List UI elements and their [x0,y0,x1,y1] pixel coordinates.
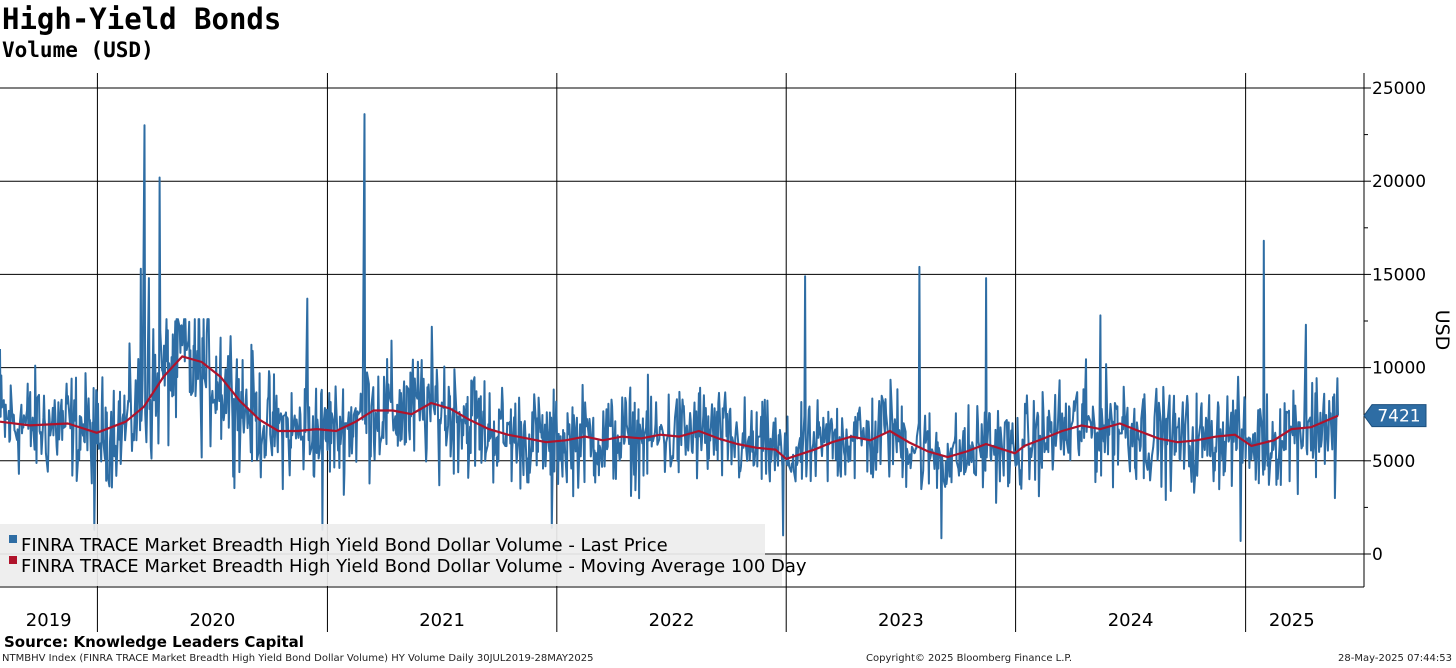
chart-subtitle: Volume (USD) [2,38,154,62]
last-value-tag-shape [1363,404,1427,428]
legend-box-extension [765,555,782,586]
y-tick-label: 10000 [1372,359,1426,379]
footer-timestamp: 28-May-2025 07:44:53 [1338,653,1452,664]
x-tick-label: 2023 [878,610,924,631]
legend-swatch-last-price [9,535,17,543]
legend-box [0,524,765,586]
x-tick-label: 2019 [26,610,72,631]
legend-swatch-moving-average [9,556,17,564]
axis-layer: 0 5000 10000 15000 20000 25000 USD 2019 2020 2021… [0,73,1453,631]
last-value-tag: 7421 [1363,404,1427,428]
x-tick-label: 2022 [649,610,695,631]
y-axis-title: USD [1431,310,1453,351]
last-value-label: 7421 [1377,407,1420,427]
x-tick-label: 2020 [190,610,236,631]
legend-layer: FINRA TRACE Market Breadth High Yield Bo… [0,524,807,586]
chart-title: High-Yield Bonds [2,2,282,36]
footer-copyright: Copyright© 2025 Bloomberg Finance L.P. [866,653,1073,664]
y-tick-label: 25000 [1372,79,1426,99]
y-tick-label: 5000 [1372,452,1415,472]
source-note: Source: Knowledge Leaders Capital [4,633,304,651]
moving-average-series-line [0,355,1339,460]
y-tick-label: 0 [1372,545,1383,565]
y-tick-label: 15000 [1372,265,1426,285]
x-tick-label: 2021 [419,610,465,631]
y-tick-label: 20000 [1372,172,1426,192]
series-layer [0,113,1339,542]
legend-label-last-price: FINRA TRACE Market Breadth High Yield Bo… [21,535,668,556]
legend-label-moving-average: FINRA TRACE Market Breadth High Yield Bo… [21,556,807,577]
last-price-series-line [0,113,1339,542]
footer-index-description: NTMBHV Index (FINRA TRACE Market Breadth… [2,653,594,664]
x-tick-label: 2025 [1269,610,1315,631]
x-tick-label: 2024 [1108,610,1154,631]
